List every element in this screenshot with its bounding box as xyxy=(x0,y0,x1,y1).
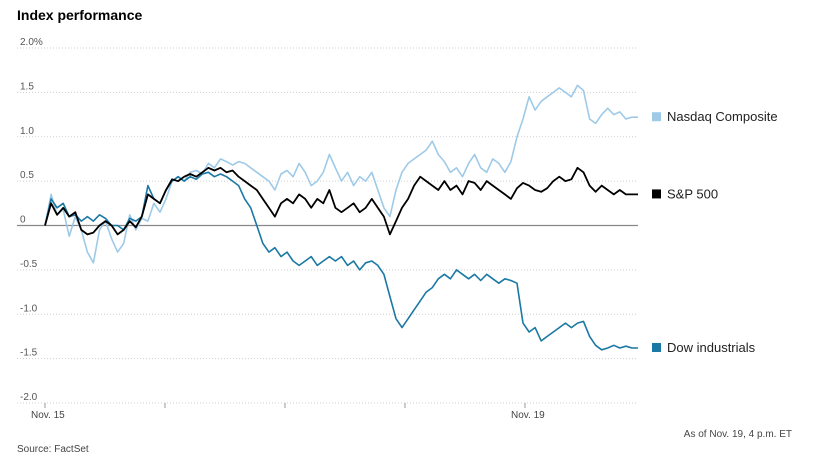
series-lines xyxy=(44,84,638,351)
legend: Nasdaq Composite S&P 500 Dow industrials xyxy=(652,109,778,355)
y-tick-label: -2.0 xyxy=(20,392,38,403)
legend-label-dow-industrials: Dow industrials xyxy=(667,340,756,355)
y-tick-label: 2.0% xyxy=(20,37,43,48)
legend-label-nasdaq-composite: Nasdaq Composite xyxy=(667,109,778,124)
y-tick-label: -0.5 xyxy=(20,259,38,270)
legend-label-s-p-500: S&P 500 xyxy=(667,186,718,201)
timestamp-note: As of Nov. 19, 4 p.m. ET xyxy=(684,429,792,440)
source-label: Source: FactSet xyxy=(17,444,89,455)
legend-swatch-dow-industrials xyxy=(652,342,661,352)
y-tick-label: -1.0 xyxy=(20,303,38,314)
y-tick-label: 0 xyxy=(20,215,26,226)
series-line-dow-industrials xyxy=(44,171,638,351)
y-axis-ticks: 2.0% 1.5 1.0 0.5 0 -0.5 -1.0 -1.5 -2.0 xyxy=(20,37,43,403)
chart-title: Index performance xyxy=(17,7,142,23)
series-line-s-p-500 xyxy=(44,166,638,236)
gridlines xyxy=(17,47,638,404)
x-tick-label: Nov. 15 xyxy=(31,410,65,421)
y-tick-label: -1.5 xyxy=(20,348,38,359)
series-line-nasdaq-composite xyxy=(44,84,638,264)
y-tick-label: 1.0 xyxy=(20,126,34,137)
y-tick-label: 0.5 xyxy=(20,170,34,181)
x-tick-label: Nov. 19 xyxy=(511,410,545,421)
y-tick-label: 1.5 xyxy=(20,81,34,92)
x-axis-ticks: Nov. 15 Nov. 19 xyxy=(31,403,545,421)
legend-swatch-s-p-500 xyxy=(652,189,661,199)
legend-swatch-nasdaq-composite xyxy=(652,112,661,122)
